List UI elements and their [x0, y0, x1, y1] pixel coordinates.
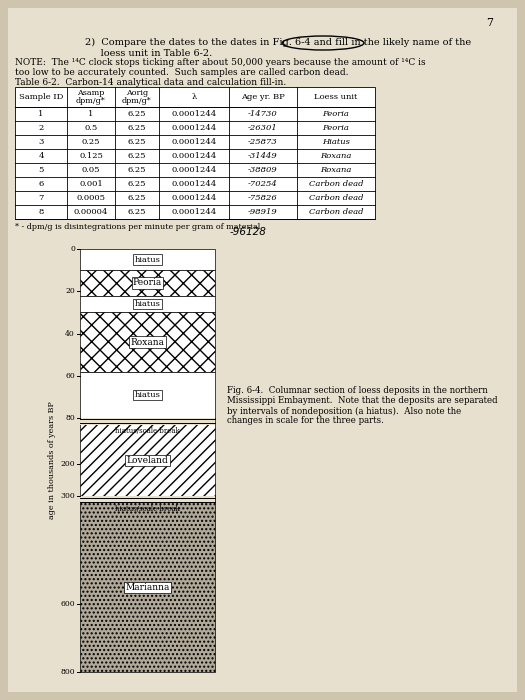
Bar — [80, 312, 215, 372]
Text: NOTE:  The ¹⁴C clock stops ticking after about 50,000 years because the amount o: NOTE: The ¹⁴C clock stops ticking after … — [15, 58, 426, 67]
Text: -14730: -14730 — [248, 110, 278, 118]
Text: 40: 40 — [65, 330, 75, 337]
Text: 0.0001244: 0.0001244 — [171, 124, 217, 132]
Text: 0.0001244: 0.0001244 — [171, 110, 217, 118]
Text: -75826: -75826 — [248, 194, 278, 202]
Text: Hiatus: Hiatus — [322, 138, 350, 146]
Text: Peoria: Peoria — [322, 110, 350, 118]
Text: 2)  Compare the dates to the dates in Fig. 6-4 and fill in the likely name of th: 2) Compare the dates to the dates in Fig… — [85, 38, 471, 47]
Text: age in thousands of years BP: age in thousands of years BP — [48, 402, 56, 519]
Text: dpm/g*: dpm/g* — [122, 97, 152, 106]
Text: loess unit in Table 6-2.: loess unit in Table 6-2. — [85, 49, 212, 58]
Bar — [80, 270, 215, 295]
Text: -98919: -98919 — [248, 208, 278, 216]
Text: hiatus: hiatus — [134, 300, 161, 308]
Text: 0.05: 0.05 — [82, 166, 100, 174]
Text: Roxana: Roxana — [320, 166, 352, 174]
Text: 0.5: 0.5 — [85, 124, 98, 132]
Text: hiatus/scale break: hiatus/scale break — [115, 426, 180, 435]
Text: 20: 20 — [65, 287, 75, 295]
Text: 0.25: 0.25 — [82, 138, 100, 146]
Text: Table 6-2.  Carbon-14 analytical data and calculation fill-in.: Table 6-2. Carbon-14 analytical data and… — [15, 78, 286, 87]
Text: 300: 300 — [60, 493, 75, 500]
Text: 2: 2 — [38, 124, 44, 132]
Text: 6.25: 6.25 — [128, 208, 146, 216]
Text: 6.25: 6.25 — [128, 138, 146, 146]
Text: Carbon dead: Carbon dead — [309, 208, 363, 216]
Text: 80: 80 — [65, 414, 75, 422]
Text: 8: 8 — [38, 208, 44, 216]
Text: dpm/g*: dpm/g* — [76, 97, 106, 106]
Text: 5: 5 — [38, 166, 44, 174]
Text: 4: 4 — [38, 152, 44, 160]
Text: Fig. 6-4.  Columnar section of loess deposits in the northern: Fig. 6-4. Columnar section of loess depo… — [227, 386, 488, 395]
Bar — [80, 496, 215, 503]
Text: 0.125: 0.125 — [79, 152, 103, 160]
Text: -26301: -26301 — [248, 124, 278, 132]
Text: Peoria: Peoria — [133, 279, 162, 287]
Text: 0.0001244: 0.0001244 — [171, 208, 217, 216]
Text: Asamp: Asamp — [77, 89, 104, 97]
Text: Roxana: Roxana — [320, 152, 352, 160]
Text: hiatus: hiatus — [134, 391, 161, 399]
Text: -38809: -38809 — [248, 166, 278, 174]
Text: 0.0001244: 0.0001244 — [171, 166, 217, 174]
Text: 200: 200 — [60, 460, 75, 468]
Bar — [80, 496, 215, 672]
Text: 7: 7 — [38, 194, 44, 202]
Text: -31449: -31449 — [248, 152, 278, 160]
Text: 0.0001244: 0.0001244 — [171, 152, 217, 160]
Text: * - dpm/g is disintegrations per minute per gram of material: * - dpm/g is disintegrations per minute … — [15, 223, 260, 231]
Text: -70254: -70254 — [248, 180, 278, 188]
Text: 6.25: 6.25 — [128, 124, 146, 132]
Text: 6.25: 6.25 — [128, 194, 146, 202]
Text: Age yr. BP: Age yr. BP — [241, 93, 285, 101]
Text: Roxana: Roxana — [131, 337, 164, 346]
Bar — [15, 87, 375, 219]
Text: by intervals of nondeposition (a hiatus).  Also note the: by intervals of nondeposition (a hiatus)… — [227, 407, 461, 416]
Text: -25873: -25873 — [248, 138, 278, 146]
Text: 6: 6 — [38, 180, 44, 188]
Text: 600: 600 — [60, 601, 75, 608]
Text: 0.0001244: 0.0001244 — [171, 138, 217, 146]
Text: hiatus: hiatus — [134, 256, 161, 264]
Text: too low to be accurately counted.  Such samples are called carbon dead.: too low to be accurately counted. Such s… — [15, 68, 349, 77]
Bar — [80, 249, 215, 270]
Text: 0.0001244: 0.0001244 — [171, 194, 217, 202]
Text: 60: 60 — [65, 372, 75, 380]
Text: 6.25: 6.25 — [128, 166, 146, 174]
Text: Mississippi Embayment.  Note that the deposits are separated: Mississippi Embayment. Note that the dep… — [227, 396, 498, 405]
Text: Carbon dead: Carbon dead — [309, 194, 363, 202]
Text: 6.25: 6.25 — [128, 152, 146, 160]
Text: 0.00004: 0.00004 — [74, 208, 108, 216]
Text: 0: 0 — [70, 245, 75, 253]
Text: -96128: -96128 — [230, 227, 267, 237]
Text: 6.25: 6.25 — [128, 110, 146, 118]
Text: 0.0001244: 0.0001244 — [171, 180, 217, 188]
Text: Loveland: Loveland — [127, 456, 169, 465]
Text: λ: λ — [192, 93, 197, 101]
Bar — [80, 418, 215, 496]
Text: 0.0005: 0.0005 — [77, 194, 106, 202]
Text: 3: 3 — [38, 138, 44, 146]
Text: 800: 800 — [60, 668, 75, 676]
Text: Aorig: Aorig — [126, 89, 148, 97]
Bar — [80, 418, 215, 424]
Bar — [80, 295, 215, 312]
Text: 6.25: 6.25 — [128, 180, 146, 188]
Text: Peoria: Peoria — [322, 124, 350, 132]
Text: Sample ID: Sample ID — [19, 93, 63, 101]
Text: 7: 7 — [487, 18, 493, 28]
Text: 1: 1 — [88, 110, 93, 118]
Text: hiatus/scale break: hiatus/scale break — [115, 505, 180, 513]
Bar — [80, 372, 215, 418]
Text: 1: 1 — [38, 110, 44, 118]
Text: changes in scale for the three parts.: changes in scale for the three parts. — [227, 416, 384, 426]
Text: Carbon dead: Carbon dead — [309, 180, 363, 188]
Text: Marianna: Marianna — [125, 583, 170, 592]
Text: 0.001: 0.001 — [79, 180, 103, 188]
Text: Loess unit: Loess unit — [314, 93, 358, 101]
